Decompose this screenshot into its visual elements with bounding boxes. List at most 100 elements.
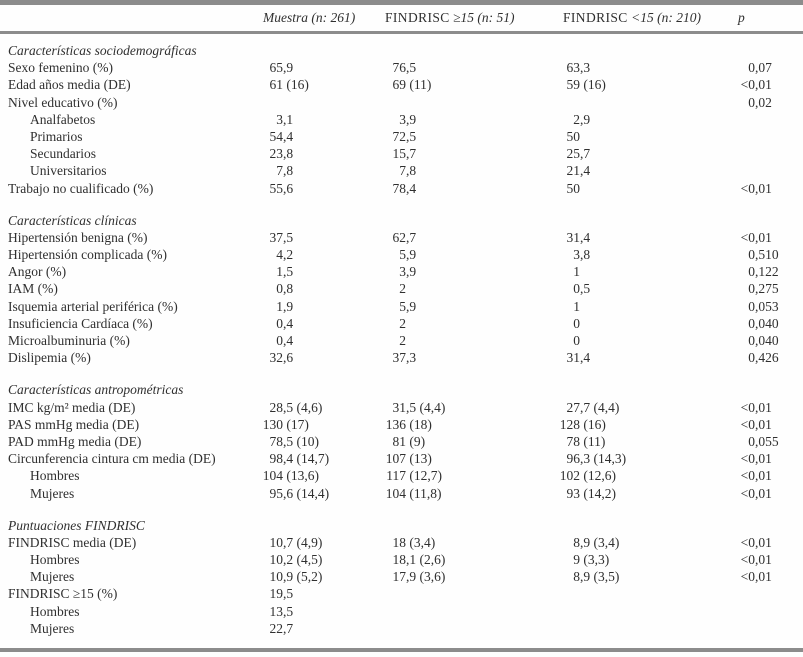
p-value-cell: 0,040 — [734, 315, 779, 332]
value-integer-part: 25 — [566, 146, 581, 162]
value-fraction-part: (13,6) — [283, 468, 319, 484]
value-cell: 27,7 (4,4) — [559, 399, 620, 416]
value-integer-part: 96 — [566, 451, 581, 467]
value-integer-part: 130 — [262, 416, 283, 432]
row-label: Trabajo no cualificado (%) — [8, 180, 154, 196]
value-integer-part: 10 — [269, 552, 284, 568]
table-row: Sexo femenino (%) 65,9 76,5 63,3 0,07 — [0, 59, 803, 76]
value-fraction-part: ,8 — [406, 163, 417, 179]
value-fraction-part: ,9 — [406, 111, 417, 127]
value-fraction-part: (16) — [580, 77, 606, 93]
value-integer-part: 10 — [269, 569, 284, 585]
value-cell: 37,5 — [262, 229, 294, 246]
value-fraction-part: ,9 — [283, 60, 294, 76]
value-cell: 54,4 — [262, 128, 294, 145]
value-integer-part: 104 — [385, 485, 406, 501]
value-fraction-part: ,8 — [580, 247, 591, 263]
row-label: IAM (%) — [8, 281, 58, 297]
value-integer-part: <0 — [740, 569, 755, 585]
value-cell: 23,8 — [262, 145, 294, 162]
row-label: Secundarios — [30, 146, 96, 162]
value-integer-part: 2 — [399, 333, 406, 348]
value-fraction-part: ,5 (4,4) — [406, 399, 446, 415]
value-fraction-part: ,01 — [755, 552, 772, 568]
value-fraction-part: ,053 — [755, 298, 779, 314]
row-label: Mujeres — [30, 620, 75, 636]
p-value-cell: 0,053 — [734, 298, 779, 315]
value-fraction-part: ,4 — [580, 350, 591, 366]
value-cell: 59 (16) — [559, 76, 606, 93]
table-row: Hombres 104 (13,6) 117 (12,7) 102 (12,6) <0,… — [0, 467, 803, 484]
row-label: Hipertensión complicada (%) — [8, 247, 167, 263]
value-fraction-part: ,01 — [755, 180, 772, 196]
value-cell: 3,9 — [385, 263, 416, 280]
value-cell: 102 (12,6) — [559, 467, 616, 484]
value-cell: 93 (14,2) — [559, 485, 617, 502]
value-integer-part: 59 — [566, 77, 581, 93]
row-label: Universitarios — [30, 163, 107, 179]
table-row: Mujeres 22,7 — [0, 620, 803, 637]
value-integer-part: 27 — [566, 399, 581, 415]
table-row: Isquemia arterial periférica (%) 1,9 5,9 1 0… — [0, 298, 803, 315]
value-cell: 72,5 — [385, 128, 417, 145]
column-header-findrisc-lt15-detail: <15 (n: 210) — [627, 10, 701, 25]
value-integer-part: 0 — [748, 247, 755, 263]
value-integer-part: 8 — [573, 569, 580, 585]
value-integer-part: 0 — [573, 281, 580, 297]
table-row: Hipertensión benigna (%) 37,5 62,7 31,4 <0,0… — [0, 229, 803, 246]
value-cell: 32,6 — [262, 349, 294, 366]
table-row: Circunferencia cintura cm media (DE) 98,4… — [0, 450, 803, 467]
value-fraction-part: ,5 (4,6) — [283, 399, 323, 415]
value-fraction-part: ,07 — [755, 60, 772, 76]
value-integer-part: 62 — [392, 229, 407, 245]
value-integer-part: 0 — [748, 433, 755, 449]
value-cell: 1,9 — [262, 298, 293, 315]
column-header-findrisc-lt15-name: FINDRISC — [563, 10, 628, 25]
column-header-findrisc-ge15-name: FINDRISC — [385, 10, 450, 25]
value-fraction-part: (3,3) — [580, 552, 610, 568]
row-label: Dislipemia (%) — [8, 350, 91, 366]
section-title: Características sociodemográficas — [8, 43, 197, 58]
value-fraction-part: ,4 — [283, 128, 294, 144]
value-cell: 37,3 — [385, 349, 417, 366]
row-label: Isquemia arterial periférica (%) — [8, 298, 178, 314]
value-fraction-part: ,01 — [755, 229, 772, 245]
value-fraction-part: (11) — [580, 433, 606, 449]
value-integer-part: 0 — [748, 60, 755, 76]
p-value-cell: 0,040 — [734, 332, 779, 349]
section-header-row: Características sociodemográficas — [0, 42, 803, 59]
value-fraction-part: (9) — [406, 433, 426, 449]
value-cell: 8,9 (3,5) — [559, 568, 619, 585]
value-cell: 62,7 — [385, 229, 417, 246]
table-row: Analfabetos 3,1 3,9 2,9 — [0, 111, 803, 128]
value-fraction-part: ,040 — [755, 315, 779, 331]
row-label: Hombres — [30, 468, 80, 484]
value-integer-part: 18 — [392, 534, 407, 550]
value-fraction-part: ,9 — [283, 298, 294, 314]
value-fraction-part: ,040 — [755, 333, 779, 348]
table-header: Muestra (n: 261) FINDRISC ≥15 (n: 51) FI… — [0, 0, 803, 31]
table-row: Mujeres 10,9 (5,2) 17,9 (3,6) 8,9 (3,5) <0,0… — [0, 568, 803, 585]
value-fraction-part: (11) — [406, 77, 432, 93]
value-integer-part: <0 — [740, 416, 755, 432]
value-fraction-part: ,3 (14,3) — [580, 451, 627, 467]
value-fraction-part: ,7 — [406, 146, 417, 162]
value-cell: 1 — [559, 263, 580, 280]
value-fraction-part: ,7 — [580, 146, 591, 162]
value-cell: 21,4 — [559, 162, 591, 179]
value-integer-part: 55 — [269, 180, 284, 196]
value-integer-part: 2 — [573, 111, 580, 127]
value-fraction-part: ,9 — [580, 111, 591, 127]
value-fraction-part: ,2 (4,5) — [283, 552, 323, 568]
value-cell: 7,8 — [262, 162, 293, 179]
value-integer-part: <0 — [740, 534, 755, 550]
value-integer-part: <0 — [740, 552, 755, 568]
value-fraction-part: (18) — [406, 416, 432, 432]
value-fraction-part: ,01 — [755, 569, 772, 585]
value-integer-part: 0 — [276, 281, 283, 297]
value-integer-part: 98 — [269, 451, 284, 467]
value-integer-part: 0 — [748, 264, 755, 280]
value-integer-part: 0 — [748, 315, 755, 331]
value-integer-part: 54 — [269, 128, 284, 144]
value-cell: 50 — [559, 128, 581, 145]
